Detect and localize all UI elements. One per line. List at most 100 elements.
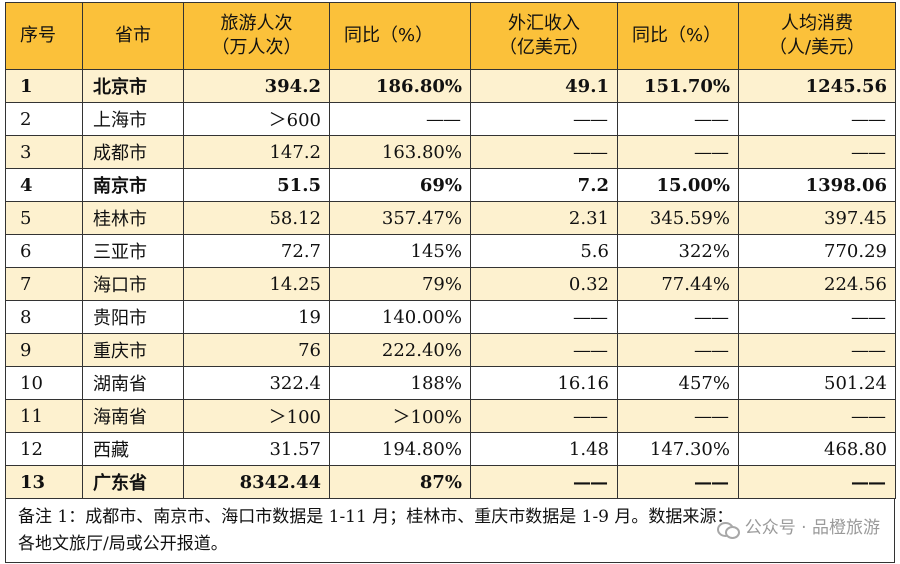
data-table-container: 序号 省市 旅游人次 （万人次） 同比（%） 外汇收入 （亿美元） 同比（%） … — [5, 2, 896, 563]
footnote-line2: 各地文旅厅/局或公开报道。 — [18, 534, 228, 554]
cell-spend: 224.56 — [738, 267, 896, 301]
cell-idx: 12 — [5, 432, 83, 466]
cell-visitors: 72.7 — [183, 234, 330, 268]
cell-spend: 1245.56 — [738, 69, 896, 103]
cell-visitors: 31.57 — [183, 432, 330, 466]
header-visitors: 旅游人次 （万人次） — [183, 2, 330, 70]
cell-idx: 11 — [5, 399, 83, 433]
cell-visitors: 147.2 — [183, 135, 330, 169]
table-body: 1 北京市 394.2 186.80% 49.1 151.70% 1245.56 2 上海市 ＞6… — [5, 69, 896, 499]
header-spend: 人均消费 （人/美元） — [738, 2, 896, 70]
cell-fx: —— — [470, 399, 618, 433]
cell-city: 北京市 — [82, 69, 184, 103]
table-row: 3 成都市 147.2 163.80% —— —— —— — [5, 135, 896, 169]
cell-city: 桂林市 — [82, 201, 184, 235]
header-row: 序号 省市 旅游人次 （万人次） 同比（%） 外汇收入 （亿美元） 同比（%） … — [5, 2, 896, 70]
cell-fx-yoy: —— — [617, 135, 739, 169]
cell-city: 三亚市 — [82, 234, 184, 268]
cell-idx: 10 — [5, 366, 83, 400]
tourism-data-table: 序号 省市 旅游人次 （万人次） 同比（%） 外汇收入 （亿美元） 同比（%） … — [5, 2, 896, 499]
table-row: 10 湖南省 322.4 188% 16.16 457% 501.24 — [5, 366, 896, 400]
cell-fx-yoy: 15.00% — [617, 168, 739, 202]
cell-fx: —— — [470, 102, 618, 136]
header-fx-line2: （亿美元） — [499, 37, 589, 58]
cell-city: 湖南省 — [82, 366, 184, 400]
footnote: 备注 1：成都市、南京市、海口市数据是 1-11 月；桂林市、重庆市数据是 1-… — [5, 499, 895, 563]
cell-spend: 1398.06 — [738, 168, 896, 202]
cell-spend: —— — [738, 399, 896, 433]
cell-visitors-yoy: 188% — [329, 366, 471, 400]
cell-fx-yoy: —— — [617, 399, 739, 433]
cell-idx: 8 — [5, 300, 83, 334]
header-fx: 外汇收入 （亿美元） — [470, 2, 618, 70]
footnote-line1: 备注 1：成都市、南京市、海口市数据是 1-11 月；桂林市、重庆市数据是 1-… — [18, 507, 734, 527]
cell-fx-yoy: 457% — [617, 366, 739, 400]
watermark: 公众号 · 品橙旅游 — [716, 515, 880, 542]
cell-city: 广东省 — [82, 465, 184, 499]
cell-idx: 13 — [5, 465, 83, 499]
cell-idx: 3 — [5, 135, 83, 169]
cell-visitors-yoy: 140.00% — [329, 300, 471, 334]
cell-idx: 1 — [5, 69, 83, 103]
cell-spend: 501.24 — [738, 366, 896, 400]
cell-spend: —— — [738, 102, 896, 136]
cell-city: 西藏 — [82, 432, 184, 466]
cell-city: 成都市 — [82, 135, 184, 169]
header-visitors-line1: 旅游人次 — [220, 13, 293, 34]
table-row: 11 海南省 ＞100 ＞100% —— —— —— — [5, 399, 896, 433]
cell-visitors-yoy: 222.40% — [329, 333, 471, 367]
cell-fx: —— — [470, 465, 618, 499]
table-row: 8 贵阳市 19 140.00% —— —— —— — [5, 300, 896, 334]
header-idx: 序号 — [5, 2, 83, 70]
cell-visitors-yoy: —— — [329, 102, 471, 136]
cell-fx-yoy: —— — [617, 333, 739, 367]
cell-visitors: 8342.44 — [183, 465, 330, 499]
cell-fx: —— — [470, 135, 618, 169]
cell-fx: 49.1 — [470, 69, 618, 103]
header-fx-yoy: 同比（%） — [617, 2, 739, 70]
wechat-icon — [716, 520, 740, 539]
table-row: 1 北京市 394.2 186.80% 49.1 151.70% 1245.56 — [5, 69, 896, 103]
cell-visitors-yoy: 163.80% — [329, 135, 471, 169]
table-row: 5 桂林市 58.12 357.47% 2.31 345.59% 397.45 — [5, 201, 896, 235]
cell-visitors: 19 — [183, 300, 330, 334]
cell-visitors-yoy: 87% — [329, 465, 471, 499]
cell-fx-yoy: 147.30% — [617, 432, 739, 466]
header-visitors-yoy: 同比（%） — [329, 2, 471, 70]
cell-visitors: ＞100 — [183, 399, 330, 433]
cell-city: 上海市 — [82, 102, 184, 136]
table-row: 7 海口市 14.25 79% 0.32 77.44% 224.56 — [5, 267, 896, 301]
cell-fx-yoy: 322% — [617, 234, 739, 268]
cell-idx: 9 — [5, 333, 83, 367]
cell-fx: 5.6 — [470, 234, 618, 268]
cell-spend: 397.45 — [738, 201, 896, 235]
table-row: 12 西藏 31.57 194.80% 1.48 147.30% 468.80 — [5, 432, 896, 466]
cell-spend: —— — [738, 465, 896, 499]
table-row: 9 重庆市 76 222.40% —— —— —— — [5, 333, 896, 367]
cell-city: 贵阳市 — [82, 300, 184, 334]
cell-idx: 4 — [5, 168, 83, 202]
cell-fx: 16.16 — [470, 366, 618, 400]
cell-fx: 0.32 — [470, 267, 618, 301]
table-row: 2 上海市 ＞600 —— —— —— —— — [5, 102, 896, 136]
header-city: 省市 — [82, 2, 184, 70]
cell-fx: 7.2 — [470, 168, 618, 202]
cell-spend: —— — [738, 300, 896, 334]
cell-visitors: 394.2 — [183, 69, 330, 103]
cell-visitors: 322.4 — [183, 366, 330, 400]
header-fx-line1: 外汇收入 — [508, 13, 580, 34]
cell-fx-yoy: —— — [617, 300, 739, 334]
cell-visitors: 51.5 — [183, 168, 330, 202]
cell-idx: 6 — [5, 234, 83, 268]
cell-city: 海口市 — [82, 267, 184, 301]
cell-fx: —— — [470, 300, 618, 334]
cell-visitors: 14.25 — [183, 267, 330, 301]
cell-city: 海南省 — [82, 399, 184, 433]
cell-visitors-yoy: 194.80% — [329, 432, 471, 466]
cell-idx: 5 — [5, 201, 83, 235]
cell-visitors-yoy: ＞100% — [329, 399, 471, 433]
watermark-text: 公众号 · 品橙旅游 — [744, 518, 880, 538]
cell-fx-yoy: —— — [617, 465, 739, 499]
table-header: 序号 省市 旅游人次 （万人次） 同比（%） 外汇收入 （亿美元） 同比（%） … — [5, 2, 896, 70]
header-spend-line2: （人/美元） — [768, 37, 866, 58]
